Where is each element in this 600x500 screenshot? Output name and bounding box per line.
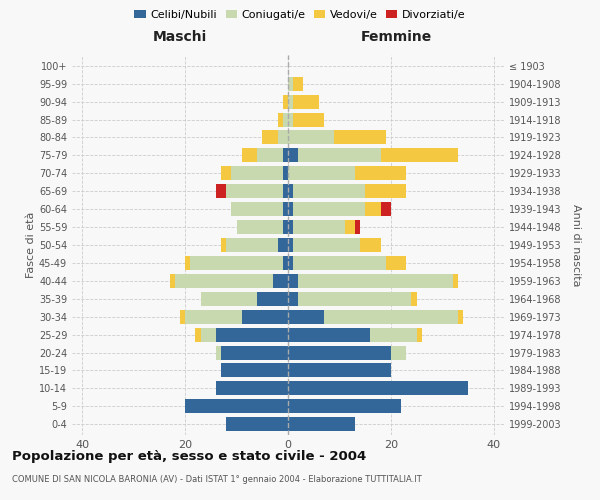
- Bar: [216, 346, 221, 360]
- Bar: [293, 220, 344, 234]
- Bar: [288, 166, 355, 180]
- Bar: [221, 238, 226, 252]
- Text: COMUNE DI SAN NICOLA BARONIA (AV) - Dati ISTAT 1° gennaio 2004 - Elaborazione TU: COMUNE DI SAN NICOLA BARONIA (AV) - Dati…: [12, 475, 422, 484]
- Bar: [288, 220, 293, 234]
- Bar: [236, 220, 283, 234]
- Y-axis label: Anni di nascita: Anni di nascita: [571, 204, 581, 286]
- Bar: [257, 148, 283, 162]
- Bar: [288, 202, 293, 216]
- Bar: [288, 364, 391, 378]
- Bar: [257, 292, 288, 306]
- Bar: [185, 400, 288, 413]
- Bar: [293, 202, 365, 216]
- Bar: [283, 112, 288, 126]
- Bar: [344, 220, 355, 234]
- Bar: [175, 274, 272, 288]
- Bar: [288, 76, 293, 90]
- Bar: [221, 346, 288, 360]
- Bar: [226, 184, 283, 198]
- Bar: [288, 184, 293, 198]
- Bar: [278, 238, 288, 252]
- Bar: [288, 346, 391, 360]
- Bar: [370, 328, 416, 342]
- Bar: [288, 256, 293, 270]
- Bar: [458, 310, 463, 324]
- Bar: [416, 328, 422, 342]
- Bar: [293, 94, 319, 108]
- Bar: [288, 310, 324, 324]
- Bar: [365, 202, 380, 216]
- Bar: [298, 148, 380, 162]
- Bar: [288, 130, 334, 144]
- Bar: [180, 310, 185, 324]
- Bar: [232, 166, 283, 180]
- Bar: [412, 292, 416, 306]
- Bar: [185, 310, 242, 324]
- Bar: [278, 130, 288, 144]
- Bar: [200, 292, 257, 306]
- Bar: [293, 112, 324, 126]
- Bar: [283, 220, 288, 234]
- Bar: [216, 328, 288, 342]
- Bar: [288, 382, 468, 396]
- Bar: [288, 418, 355, 431]
- Bar: [324, 310, 458, 324]
- Bar: [216, 184, 226, 198]
- Bar: [283, 202, 288, 216]
- Bar: [272, 274, 288, 288]
- Bar: [288, 94, 293, 108]
- Bar: [365, 184, 406, 198]
- Bar: [283, 148, 288, 162]
- Bar: [380, 148, 458, 162]
- Bar: [200, 328, 216, 342]
- Bar: [288, 400, 401, 413]
- Bar: [262, 130, 278, 144]
- Bar: [288, 328, 370, 342]
- Bar: [386, 256, 406, 270]
- Bar: [170, 274, 175, 288]
- Bar: [196, 328, 200, 342]
- Bar: [288, 148, 298, 162]
- Bar: [185, 256, 190, 270]
- Bar: [288, 238, 293, 252]
- Bar: [391, 346, 406, 360]
- Bar: [293, 76, 304, 90]
- Bar: [288, 112, 293, 126]
- Bar: [380, 202, 391, 216]
- Bar: [298, 274, 452, 288]
- Bar: [298, 292, 412, 306]
- Bar: [355, 166, 406, 180]
- Bar: [283, 94, 288, 108]
- Bar: [226, 418, 288, 431]
- Bar: [278, 112, 283, 126]
- Bar: [226, 238, 278, 252]
- Y-axis label: Fasce di età: Fasce di età: [26, 212, 36, 278]
- Bar: [221, 364, 288, 378]
- Bar: [242, 310, 288, 324]
- Bar: [221, 166, 232, 180]
- Legend: Celibi/Nubili, Coniugati/e, Vedovi/e, Divorziati/e: Celibi/Nubili, Coniugati/e, Vedovi/e, Di…: [130, 6, 470, 25]
- Bar: [452, 274, 458, 288]
- Bar: [283, 184, 288, 198]
- Text: Femmine: Femmine: [361, 30, 431, 44]
- Bar: [334, 130, 386, 144]
- Bar: [216, 382, 288, 396]
- Bar: [283, 256, 288, 270]
- Bar: [355, 220, 360, 234]
- Bar: [288, 274, 298, 288]
- Bar: [232, 202, 283, 216]
- Bar: [242, 148, 257, 162]
- Bar: [293, 256, 386, 270]
- Text: Popolazione per età, sesso e stato civile - 2004: Popolazione per età, sesso e stato civil…: [12, 450, 366, 463]
- Text: Maschi: Maschi: [153, 30, 207, 44]
- Bar: [283, 166, 288, 180]
- Bar: [288, 292, 298, 306]
- Bar: [293, 184, 365, 198]
- Bar: [293, 238, 360, 252]
- Bar: [360, 238, 380, 252]
- Bar: [190, 256, 283, 270]
